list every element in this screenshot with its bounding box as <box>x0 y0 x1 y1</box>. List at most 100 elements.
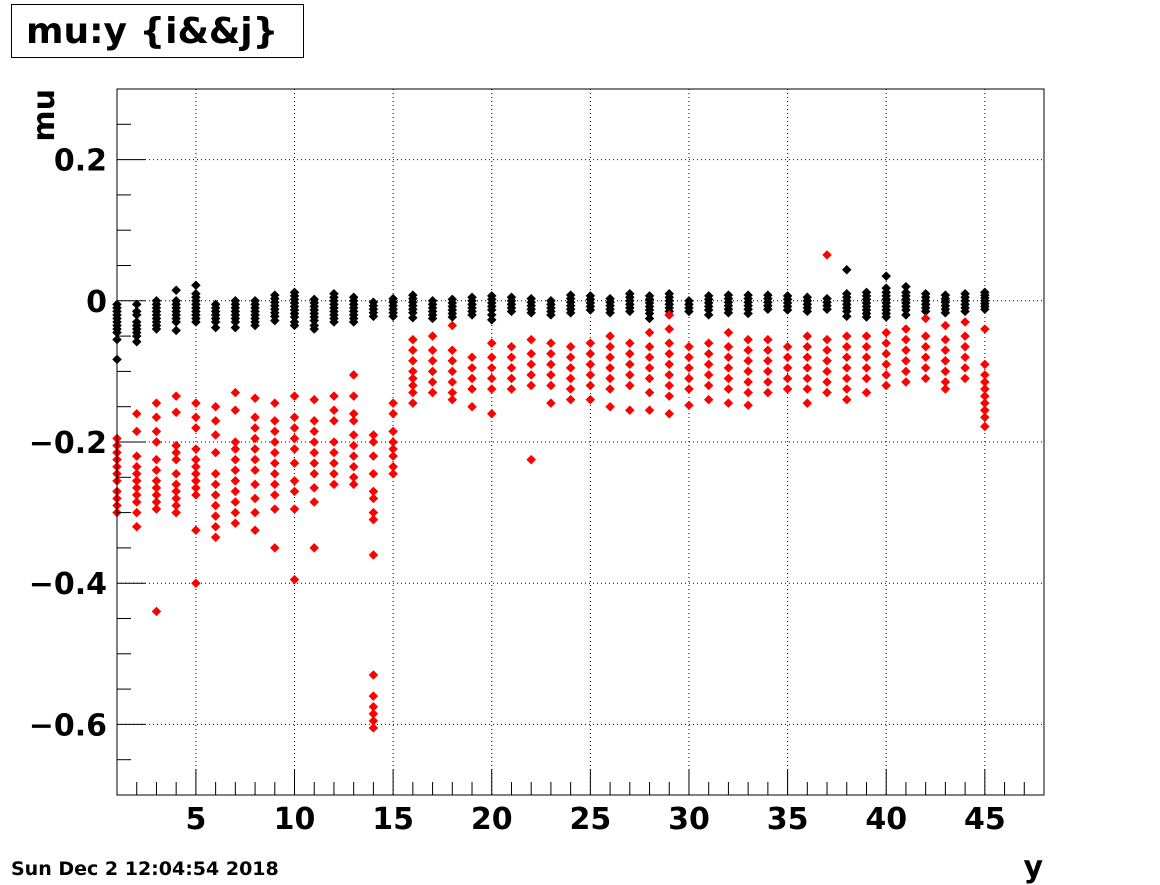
data-point <box>486 373 497 384</box>
data-point <box>407 312 418 323</box>
data-point <box>585 359 596 370</box>
data-point <box>901 377 911 387</box>
data-point <box>585 348 596 359</box>
data-point <box>250 444 260 454</box>
data-point <box>605 373 615 384</box>
data-point <box>368 493 379 504</box>
data-point <box>289 574 300 585</box>
data-point <box>427 345 438 356</box>
x-tick-label: 15 <box>372 802 414 837</box>
data-point <box>920 313 931 324</box>
data-point <box>546 398 556 409</box>
data-point <box>151 398 162 409</box>
data-point <box>664 310 675 320</box>
data-point <box>703 370 714 380</box>
data-point <box>368 514 379 525</box>
data-point <box>960 341 970 352</box>
data-point <box>822 345 832 356</box>
data-points <box>112 250 990 733</box>
data-point <box>230 497 241 507</box>
y-tick-label: 0 <box>86 285 107 320</box>
data-point <box>407 398 418 409</box>
data-point <box>486 352 497 363</box>
data-point <box>703 310 714 320</box>
data-point <box>289 391 300 401</box>
data-point <box>624 338 635 349</box>
data-point <box>644 373 655 384</box>
data-point <box>250 525 260 536</box>
data-point <box>664 370 675 380</box>
data-point <box>822 377 832 387</box>
y-tick-label: −0.6 <box>29 708 107 743</box>
data-point <box>664 324 675 334</box>
data-point <box>269 315 280 326</box>
data-point <box>624 380 635 391</box>
data-point <box>486 338 497 349</box>
data-point <box>151 454 162 465</box>
data-point <box>250 465 260 476</box>
y-axis-title: mu <box>27 89 62 142</box>
data-point <box>210 447 221 458</box>
data-point <box>230 454 241 465</box>
data-point <box>151 412 162 423</box>
data-point <box>861 363 872 373</box>
x-tick-label: 10 <box>274 802 316 837</box>
data-point <box>802 352 813 363</box>
data-point <box>289 486 300 497</box>
data-point <box>131 451 142 461</box>
data-point <box>388 408 398 419</box>
data-point <box>802 306 813 317</box>
data-point <box>250 433 260 444</box>
data-point <box>841 331 852 341</box>
data-point <box>841 311 852 322</box>
data-point <box>467 363 477 373</box>
data-point <box>250 393 260 404</box>
data-point <box>881 271 892 281</box>
data-point <box>723 398 734 409</box>
data-point <box>644 387 655 398</box>
data-point <box>841 363 852 373</box>
data-point <box>684 400 694 411</box>
data-point <box>329 447 339 458</box>
data-point <box>191 412 201 423</box>
data-point <box>940 355 951 366</box>
data-point <box>763 377 773 387</box>
data-point <box>802 341 813 352</box>
data-point <box>743 355 754 366</box>
data-point <box>250 454 260 465</box>
data-point <box>269 468 280 479</box>
data-point <box>191 525 201 536</box>
data-point <box>467 373 477 384</box>
data-point <box>684 306 694 317</box>
data-point <box>743 366 754 377</box>
data-point <box>664 391 675 401</box>
data-point <box>368 723 379 733</box>
data-point <box>881 327 892 338</box>
data-point <box>407 345 418 356</box>
data-point <box>506 373 517 384</box>
data-point <box>664 408 675 419</box>
data-point <box>841 384 852 394</box>
data-point <box>151 465 162 476</box>
data-point <box>388 451 398 461</box>
data-point <box>309 458 320 469</box>
data-point <box>427 377 438 387</box>
data-point <box>664 348 675 359</box>
data-point <box>447 377 458 387</box>
data-point <box>684 352 694 363</box>
data-point <box>743 400 754 411</box>
data-point <box>920 331 931 341</box>
data-point <box>546 348 556 359</box>
data-point <box>368 468 379 479</box>
data-point <box>191 398 201 409</box>
data-point <box>486 384 497 394</box>
data-point <box>822 387 832 398</box>
data-point <box>565 373 576 384</box>
data-point <box>881 370 892 380</box>
data-point <box>960 306 970 317</box>
data-point <box>605 352 615 363</box>
data-point <box>210 532 221 543</box>
data-point <box>348 391 359 401</box>
data-point <box>388 398 398 409</box>
data-point <box>605 363 615 373</box>
